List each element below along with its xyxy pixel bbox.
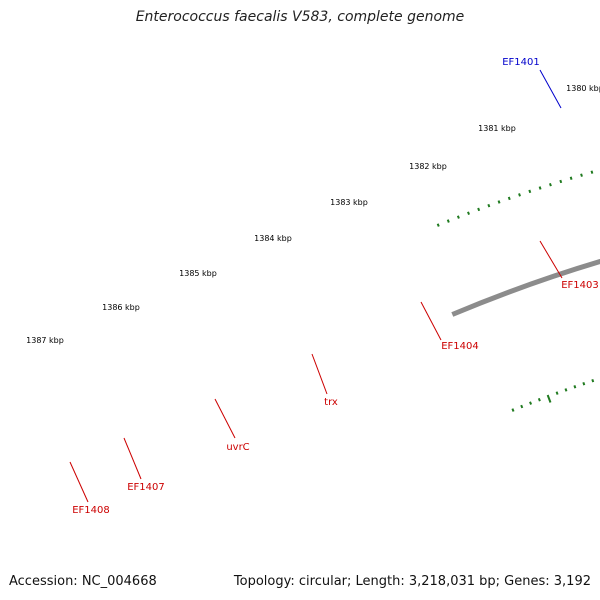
- gene-label-trx: trx: [324, 397, 338, 408]
- ruler-minor-tick: [559, 179, 563, 184]
- inner-tick: [520, 404, 524, 409]
- ruler-minor-tick: [528, 189, 532, 194]
- gene-label-ef1404: EF1404: [441, 341, 479, 352]
- ruler-minor-tick: [590, 170, 594, 174]
- ruler-minor-tick: [446, 219, 450, 223]
- map-title: Enterococcus faecalis V583, complete gen…: [135, 9, 465, 25]
- ruler-minor-tick: [456, 215, 460, 219]
- ruler-label: 1386 kbp: [102, 303, 140, 312]
- ruler-minor-tick: [538, 186, 542, 190]
- ruler-label: 1381 kbp: [478, 124, 516, 133]
- gene-label-ef1408: EF1408: [72, 505, 110, 516]
- leader-line-ef1407: [123, 437, 142, 480]
- ruler-label: 1384 kbp: [254, 234, 292, 243]
- ruler-minor-tick: [467, 211, 470, 215]
- inner-tick: [537, 397, 541, 402]
- inner-tick: [582, 381, 586, 386]
- ruler-minor-tick: [497, 200, 501, 204]
- gene-label-ef1401: EF1401: [502, 57, 540, 68]
- gene-label-ef1407: EF1407: [127, 482, 165, 493]
- gene-label-ef1403: EF1403: [561, 280, 599, 291]
- inner-tick: [591, 378, 595, 383]
- ruler-label: 1383 kbp: [330, 198, 368, 207]
- inner-tick: [546, 394, 552, 403]
- ruler-minor-tick: [487, 203, 491, 208]
- accession-text: Accession: NC_004668: [9, 574, 157, 589]
- ruler-minor-tick: [507, 196, 511, 201]
- genome-backbone: [451, 258, 600, 317]
- inner-tick: [529, 401, 533, 405]
- ruler-label: 1385 kbp: [179, 269, 217, 278]
- ruler-minor-tick: [477, 207, 481, 212]
- gene-label-uvrc: uvrC: [226, 442, 249, 453]
- ruler-label: 1387 kbp: [26, 336, 64, 345]
- ruler-minor-tick: [549, 182, 552, 187]
- leader-line-ef1401: [539, 69, 562, 109]
- ruler-minor-tick: [580, 173, 583, 177]
- topology-text: Topology: circular; Length: 3,218,031 bp…: [233, 574, 591, 589]
- ruler-minor-tick: [436, 223, 440, 227]
- leader-line-ef1403: [539, 240, 563, 279]
- inner-tick: [555, 391, 559, 395]
- leader-line-trx: [311, 353, 328, 395]
- inner-tick: [573, 385, 577, 389]
- inner-tick: [511, 408, 515, 412]
- ruler-minor-tick: [518, 193, 521, 197]
- leader-line-uvrc: [214, 398, 236, 439]
- leader-line-ef1408: [69, 461, 89, 503]
- ruler-label: 1380 kbp: [566, 84, 600, 93]
- ruler-minor-tick: [569, 176, 573, 181]
- ruler-label: 1382 kbp: [409, 162, 447, 171]
- leader-line-ef1404: [420, 301, 442, 341]
- inner-tick: [564, 388, 568, 392]
